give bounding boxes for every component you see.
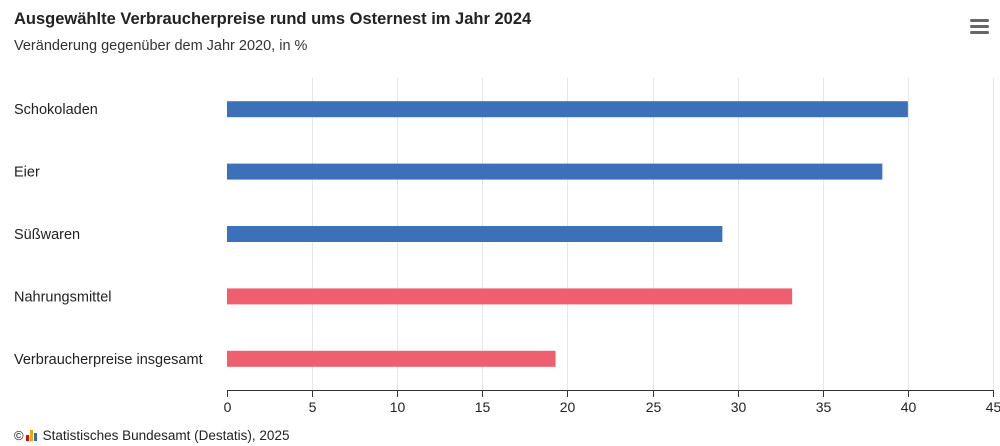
chart-subtitle: Veränderung gegenüber dem Jahr 2020, in … bbox=[14, 38, 308, 54]
x-tick-label: 25 bbox=[646, 399, 662, 415]
category-labels: Schokoladen Eier Süßwaren Nahrungsmittel Ver… bbox=[14, 102, 203, 368]
menu-line bbox=[970, 31, 989, 34]
x-tick-label: 10 bbox=[390, 399, 406, 415]
grid-lines bbox=[312, 78, 994, 390]
copyright-icon: © bbox=[14, 427, 24, 443]
x-tick-label: 35 bbox=[816, 399, 832, 415]
menu-line bbox=[970, 19, 989, 22]
source-footer: © Statistisches Bundesamt (Destatis), 20… bbox=[14, 426, 289, 444]
category-label: Nahrungsmittel bbox=[14, 289, 112, 305]
hamburger-menu-icon[interactable] bbox=[966, 14, 994, 40]
menu-line bbox=[970, 25, 989, 28]
x-tick-label: 0 bbox=[224, 399, 232, 415]
bar-chart: Schokoladen Eier Süßwaren Nahrungsmittel Ver… bbox=[14, 78, 1000, 415]
x-tick-label: 40 bbox=[901, 399, 917, 415]
destatis-logo-icon bbox=[25, 429, 38, 441]
bar[interactable] bbox=[227, 350, 556, 367]
category-label: Schokoladen bbox=[14, 102, 98, 118]
x-axis: 0 5 10 15 20 25 30 35 40 45 bbox=[224, 390, 1000, 415]
bar[interactable] bbox=[227, 163, 883, 180]
x-tick-label: 5 bbox=[309, 399, 317, 415]
category-label: Süßwaren bbox=[14, 227, 80, 243]
x-tick-label: 45 bbox=[986, 399, 1000, 415]
category-label: Eier bbox=[14, 165, 40, 181]
bar[interactable] bbox=[227, 288, 793, 305]
bars bbox=[227, 101, 908, 367]
bar[interactable] bbox=[227, 101, 908, 118]
category-label: Verbraucherpreise insgesamt bbox=[14, 352, 203, 368]
x-tick-label: 20 bbox=[560, 399, 576, 415]
bar[interactable] bbox=[227, 226, 723, 242]
chart-title: Ausgewählte Verbraucherpreise rund ums O… bbox=[14, 10, 532, 28]
x-tick-label: 15 bbox=[475, 399, 491, 415]
source-text: Statistisches Bundesamt (Destatis), 2025 bbox=[42, 427, 290, 443]
x-tick-label: 30 bbox=[731, 399, 747, 415]
